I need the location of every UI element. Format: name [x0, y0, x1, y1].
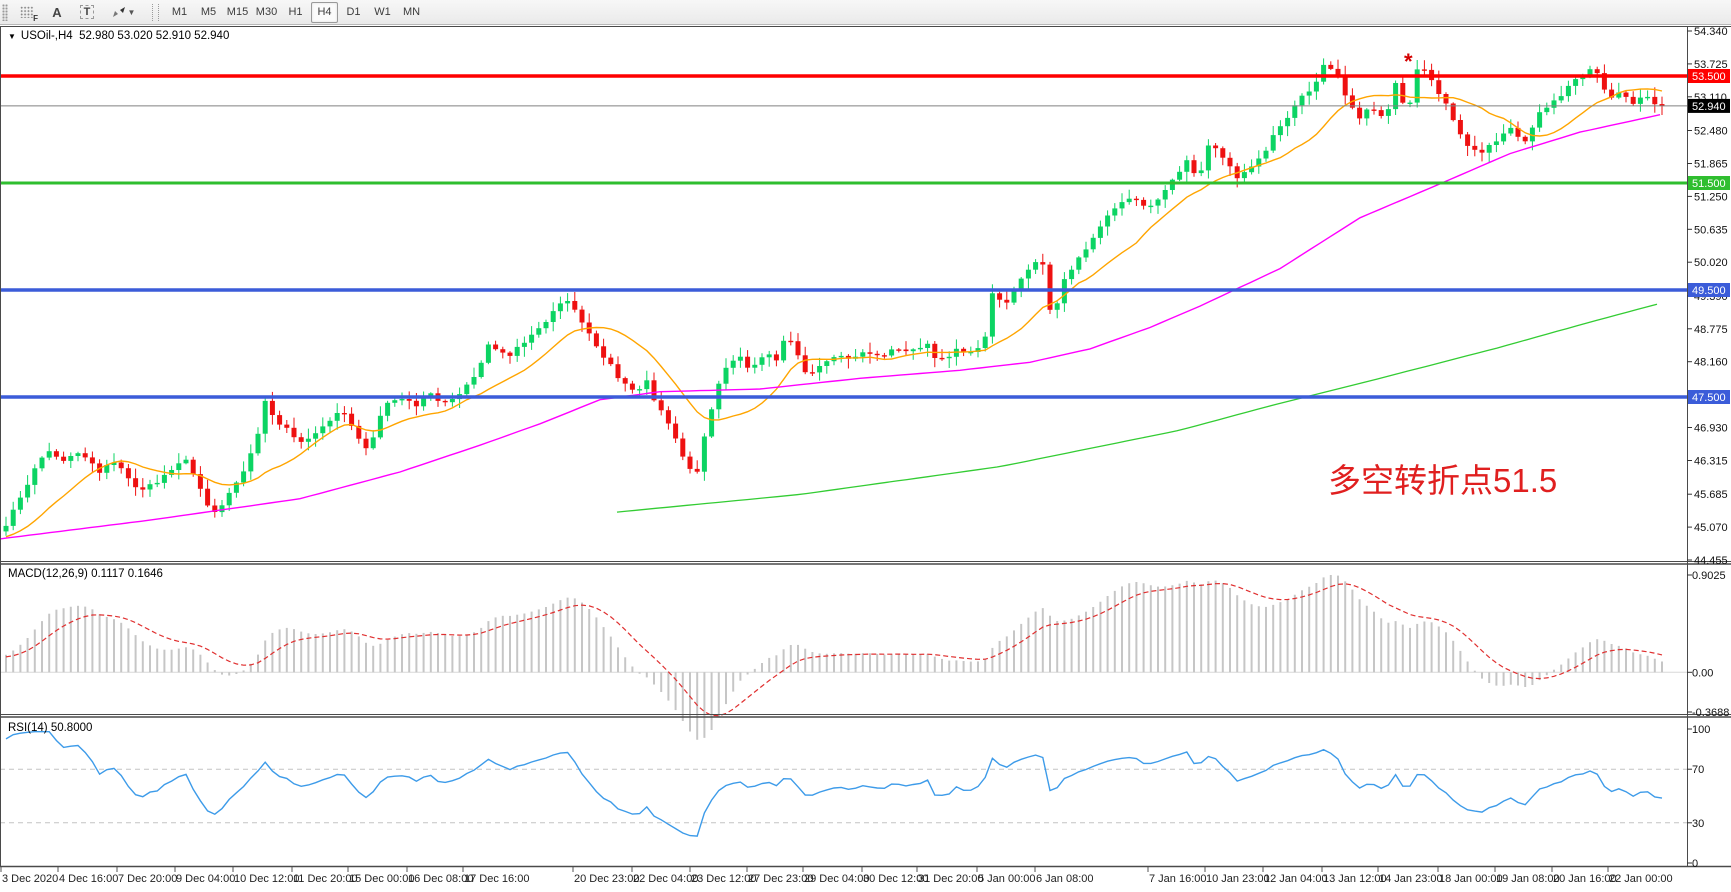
ma-mid-line [0, 114, 1661, 540]
templates-icon[interactable]: F [15, 1, 39, 23]
text-box-icon[interactable]: T [75, 1, 99, 23]
chart-window: 54.340 53.725 53.110 52.480 51.865 51.250 50.6… [0, 26, 1731, 892]
time-tick-label: 7 Dec 20:00 [118, 873, 177, 885]
top-toolbar: F A T ▼ M1 M5 M15 M30 H1 H4 D1 W1 MN [0, 0, 1731, 25]
timeframe-button-mn[interactable]: MN [402, 6, 421, 18]
time-tick-label: 10 Dec 12:00 [234, 873, 299, 885]
timeframe-button-d1[interactable]: D1 [346, 6, 361, 18]
macd-histogram [5, 575, 1663, 740]
rsi-tick-label: 70 [1692, 764, 1704, 776]
macd-tick-label: 0.9025 [1692, 570, 1726, 582]
time-tick-label: 12 Jan 04:00 [1264, 873, 1328, 885]
timeframe-button-m15[interactable]: M15 [226, 6, 249, 18]
rsi-tick-label: 30 [1692, 818, 1704, 830]
time-tick-label: 17 Dec 16:00 [464, 873, 529, 885]
chart-annotation-text: 多空转折点51.5 [1328, 462, 1558, 499]
ma-fast-line [5, 88, 1663, 538]
time-tick-label: 23 Dec 12:00 [691, 873, 756, 885]
time-axis: 3 Dec 2020 4 Dec 16:00 7 Dec 20:009 Dec 04… [0, 867, 1673, 885]
grid-f-icon: F [20, 6, 38, 23]
timeframe-button-m5[interactable]: M5 [200, 6, 217, 18]
time-tick-label: 14 Jan 23:00 [1379, 873, 1443, 885]
timeframe-button-m30[interactable]: M30 [255, 6, 278, 18]
price-tick-label: 46.315 [1694, 456, 1728, 468]
price-badge: 52.940 [1688, 98, 1730, 113]
chevron-down-icon: ▼ [127, 7, 136, 17]
time-tick-label: 4 Dec 16:00 [59, 873, 118, 885]
time-tick-label: 10 Jan 23:00 [1206, 873, 1270, 885]
toolbar-grip[interactable] [2, 3, 8, 21]
time-tick-label: 3 Dec 2020 [2, 873, 58, 885]
time-tick-label: 16 Dec 08:00 [408, 873, 473, 885]
macd-tick-label: -0.3688 [1692, 707, 1729, 719]
rsi-tick-label: 0 [1692, 858, 1698, 870]
price-badge: 51.500 [1688, 176, 1730, 190]
rsi-indicator-label: RSI(14) 50.8000 [8, 722, 93, 734]
time-tick-label: 6 Jan 08:00 [1036, 873, 1094, 885]
chart-dropdown-icon[interactable]: ▼ [8, 31, 16, 41]
time-tick-label: 13 Jan 12:00 [1323, 873, 1387, 885]
price-axis: 54.34053.72553.11052.48051.86551.25050.6… [1687, 26, 1728, 567]
timeframe-button-w1[interactable]: W1 [374, 6, 391, 18]
price-tick-label: 54.340 [1694, 26, 1728, 38]
price-tick-label: 50.635 [1694, 224, 1728, 236]
chart-title-text: USOil-,H4 52.980 53.020 52.910 52.940 [20, 30, 230, 42]
boxed-t-icon: T [79, 5, 95, 19]
toolbar-separator [152, 3, 159, 21]
price-tick-label: 51.250 [1694, 191, 1728, 203]
cursor-arrows-icon [112, 7, 125, 17]
time-tick-label: 9 Dec 04:00 [176, 873, 235, 885]
text-label-icon[interactable]: A [52, 4, 62, 20]
svg-text:52.940: 52.940 [1692, 101, 1726, 113]
time-tick-label: 29 Dec 04:00 [804, 873, 869, 885]
time-tick-label: 5 Jan 00:00 [978, 873, 1036, 885]
time-tick-label: 30 Dec 12:00 [863, 873, 928, 885]
time-tick-label: 20 Jan 16:00 [1553, 873, 1617, 885]
macd-indicator-label: MACD(12,26,9) 0.1117 0.1646 [8, 568, 163, 580]
timeframe-button-h1[interactable]: H1 [288, 6, 303, 18]
price-tick-label: 46.930 [1694, 423, 1728, 435]
chart-title-bar: ▼ USOil-,H4 52.980 53.020 52.910 52.940 [8, 30, 229, 42]
svg-text:49.500: 49.500 [1692, 285, 1726, 297]
macd-signal-line [5, 582, 1663, 717]
price-tick-label: 52.480 [1694, 126, 1728, 138]
time-tick-label: 15 Dec 00:00 [349, 873, 414, 885]
price-badge: 53.500 [1688, 69, 1730, 83]
price-tick-label: 45.070 [1694, 522, 1728, 534]
timeframe-button-group: M1 M5 M15 M30 H1 H4 D1 W1 MN [165, 1, 426, 23]
price-tick-label: 45.685 [1694, 489, 1728, 501]
price-tick-label: 48.775 [1694, 324, 1728, 336]
price-tick-label: 53.725 [1694, 59, 1728, 71]
time-tick-label: 19 Jan 08:00 [1496, 873, 1560, 885]
time-tick-label: 11 Dec 20:00 [293, 873, 358, 885]
time-tick-label: 27 Dec 23:00 [748, 873, 813, 885]
timeframe-button-h4[interactable]: H4 [311, 1, 338, 23]
main-chart-canvas[interactable]: 54.34053.72553.11052.48051.86551.25050.6… [0, 26, 1731, 892]
price-tick-label: 51.865 [1694, 159, 1728, 171]
time-tick-label: 31 Dec 20:00 [918, 873, 983, 885]
svg-text:53.500: 53.500 [1692, 71, 1726, 83]
svg-text:47.500: 47.500 [1692, 392, 1726, 404]
time-tick-label: 7 Jan 16:00 [1149, 873, 1207, 885]
timeframe-button-m1[interactable]: M1 [171, 6, 188, 18]
ma-slow-line [616, 303, 1658, 513]
time-tick-label: 22 Dec 04:00 [633, 873, 698, 885]
price-tick-label: 48.160 [1694, 357, 1728, 369]
price-tick-label: 50.020 [1694, 257, 1728, 269]
rsi-line [5, 731, 1663, 837]
arrow-objects-button[interactable]: ▼ [105, 1, 141, 23]
time-tick-label: 22 Jan 00:00 [1609, 873, 1673, 885]
price-badge: 47.500 [1688, 390, 1730, 404]
svg-text:51.500: 51.500 [1692, 178, 1726, 190]
sell-marker: * [1404, 49, 1413, 74]
time-tick-label: 20 Dec 23:00 [574, 873, 639, 885]
price-tick-label: 44.455 [1694, 555, 1728, 567]
macd-tick-label: 0.00 [1692, 667, 1713, 679]
indicator-axes: 0.9025 0.00 -0.3688 100 70 30 0 [1687, 570, 1729, 870]
rsi-tick-label: 100 [1692, 724, 1710, 736]
price-badge: 49.500 [1688, 283, 1730, 297]
time-tick-label: 18 Jan 00:00 [1439, 873, 1503, 885]
